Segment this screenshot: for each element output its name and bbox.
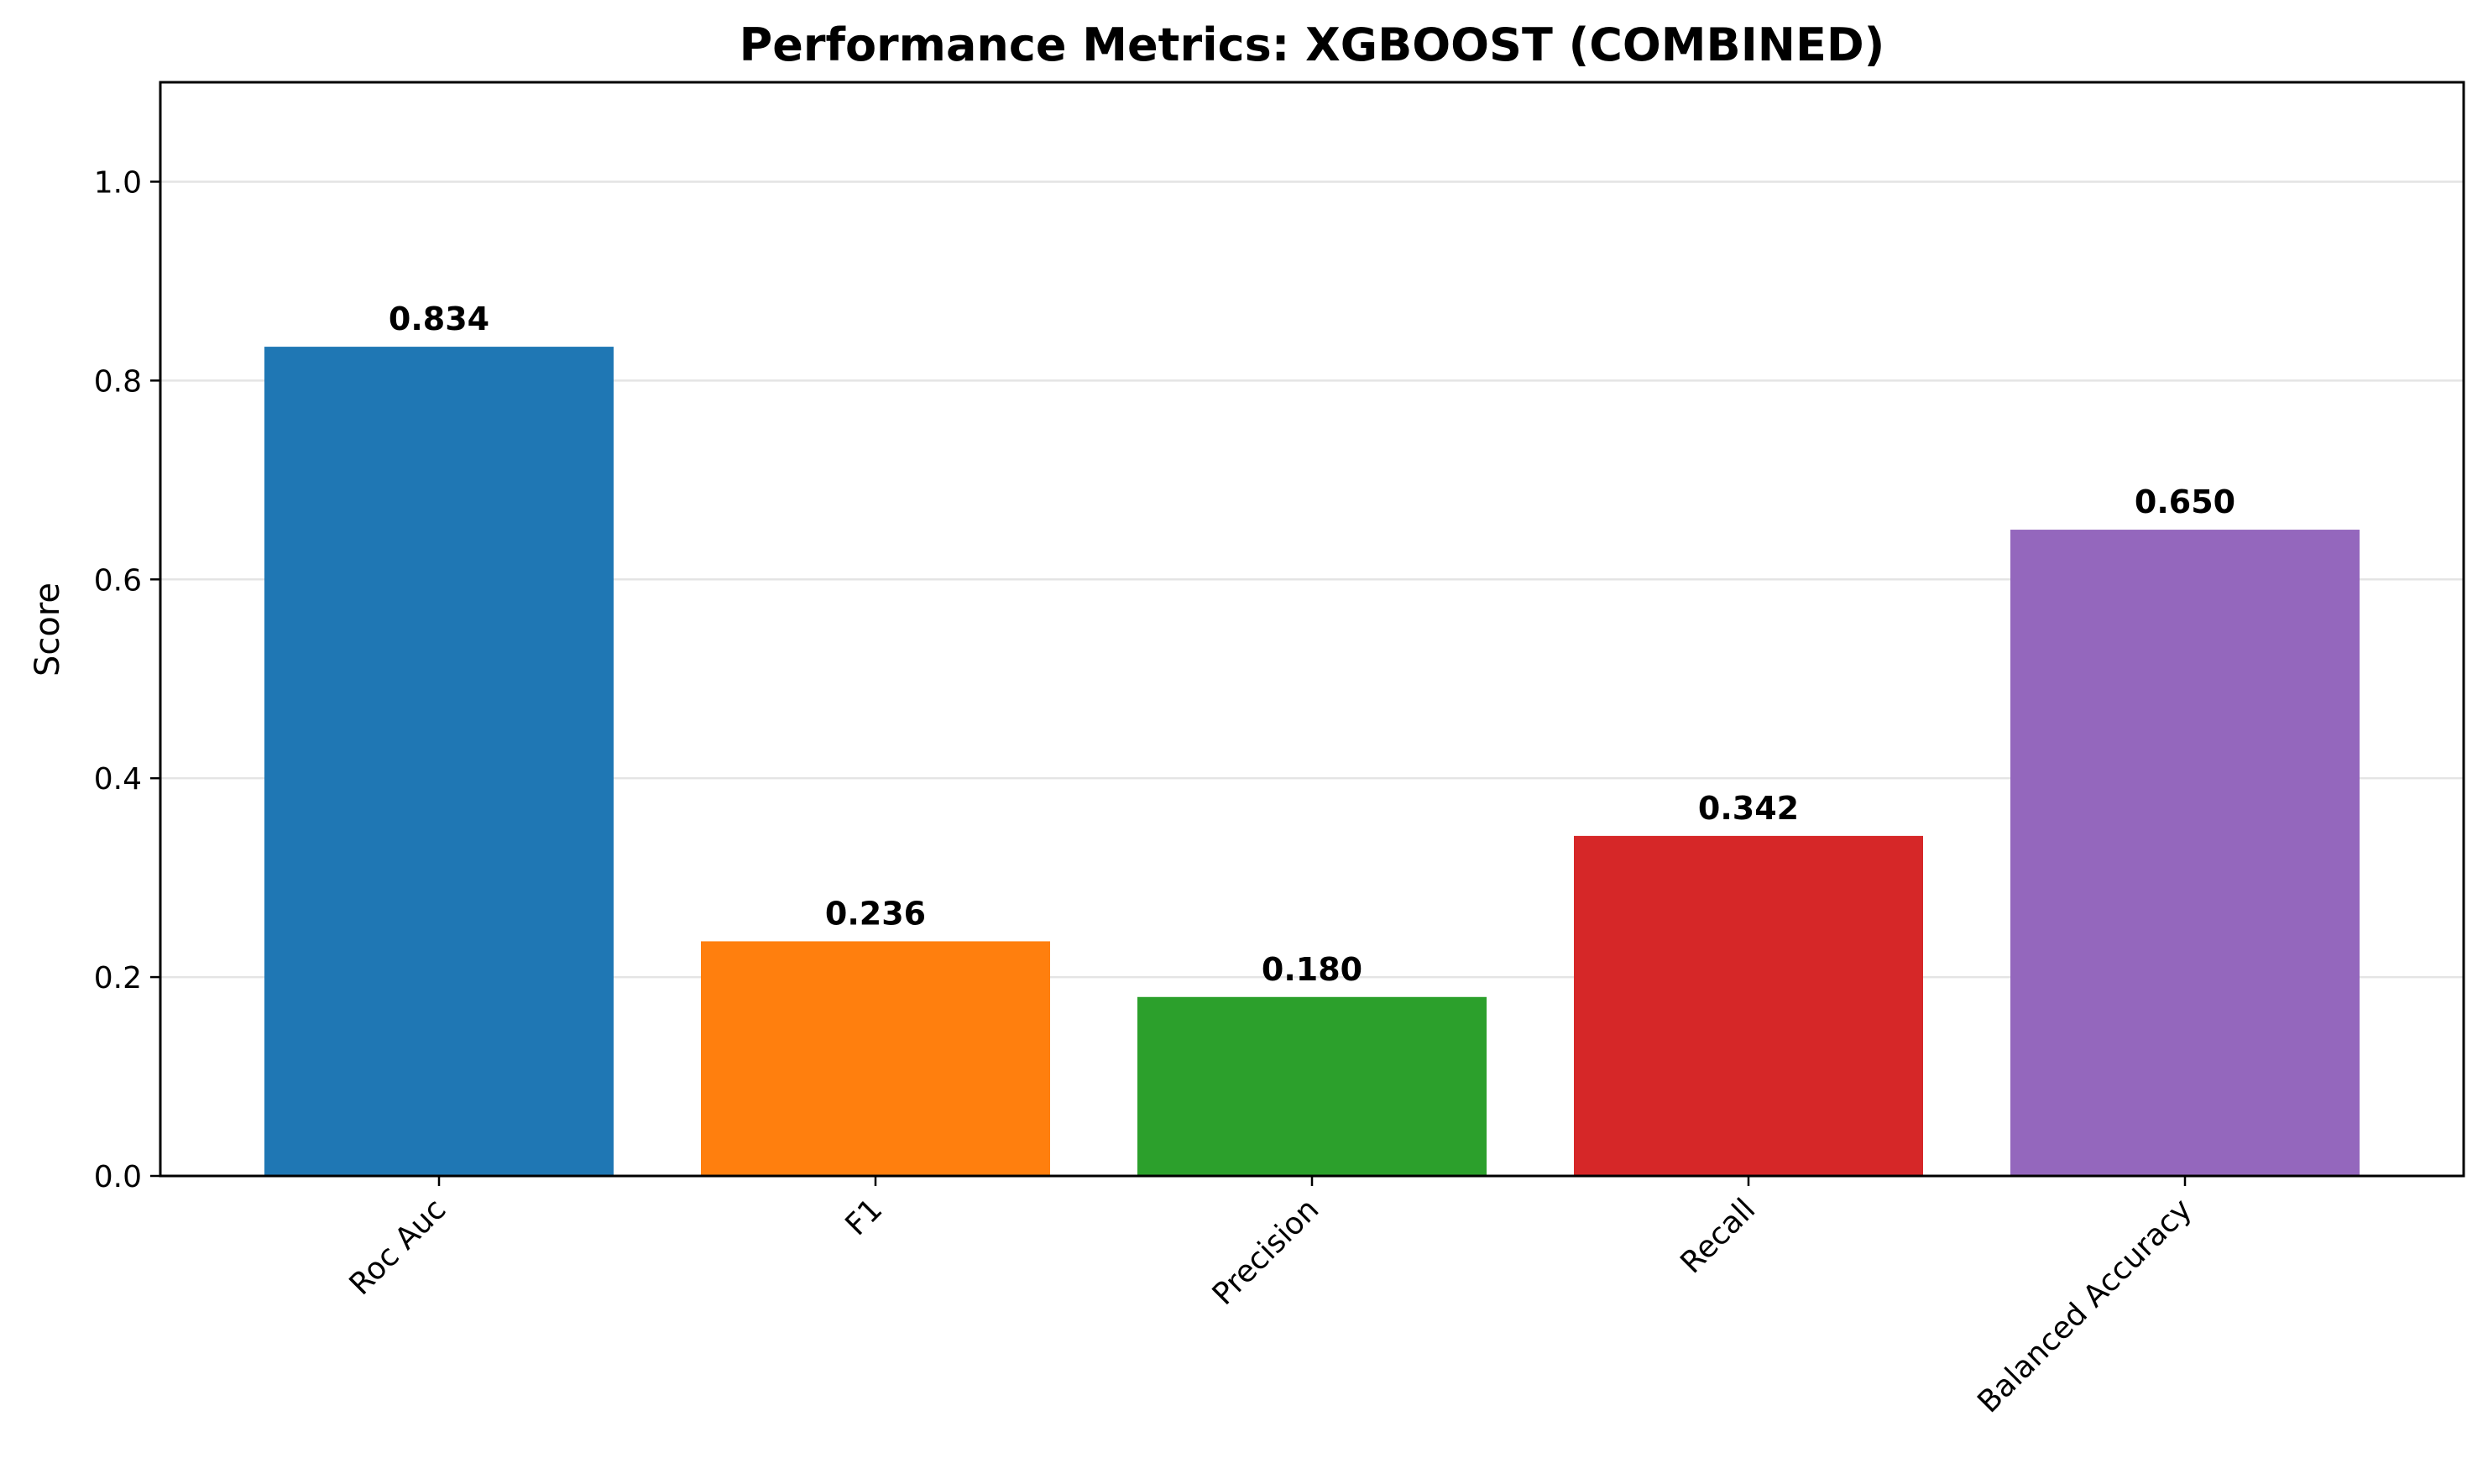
value-label-roc-auc: 0.834 xyxy=(389,300,489,337)
bar-balanced-accuracy xyxy=(2010,530,2360,1176)
x-tick-label-balanced-accuracy: Balanced Accuracy xyxy=(1971,1192,2198,1419)
y-tick-label: 0.6 xyxy=(94,563,142,598)
bars xyxy=(264,347,2360,1176)
bar-precision xyxy=(1137,996,1487,1176)
y-tick-label: 0.4 xyxy=(94,762,142,797)
value-label-balanced-accuracy: 0.650 xyxy=(2135,483,2235,520)
y-tick-label: 1.0 xyxy=(94,165,142,200)
y-tick-label: 0.2 xyxy=(94,961,142,995)
x-tick-label-f1: F1 xyxy=(839,1192,890,1242)
bar-f1 xyxy=(701,941,1050,1176)
value-labels: 0.834 0.236 0.180 0.342 0.650 xyxy=(389,300,2235,988)
x-axis-ticks: Roc Auc F1 Precision Recall Balanced Accurac… xyxy=(343,1176,2198,1419)
y-tick-label: 0.0 xyxy=(94,1160,142,1194)
bar-recall xyxy=(1574,835,1923,1176)
value-label-f1: 0.236 xyxy=(825,895,926,932)
x-tick-label-roc-auc: Roc Auc xyxy=(343,1192,453,1302)
y-axis-label: Score xyxy=(29,583,67,677)
y-axis-ticks: 0.0 0.2 0.4 0.6 0.8 1.0 xyxy=(94,165,160,1194)
value-label-recall: 0.342 xyxy=(1698,790,1799,827)
x-tick-label-recall: Recall xyxy=(1674,1192,1762,1280)
y-tick-label: 0.8 xyxy=(94,364,142,399)
value-label-precision: 0.180 xyxy=(1262,951,1362,988)
chart-title: Performance Metrics: XGBOOST (COMBINED) xyxy=(740,18,1885,71)
x-tick-label-precision: Precision xyxy=(1206,1192,1326,1312)
bar-roc-auc xyxy=(264,347,614,1176)
